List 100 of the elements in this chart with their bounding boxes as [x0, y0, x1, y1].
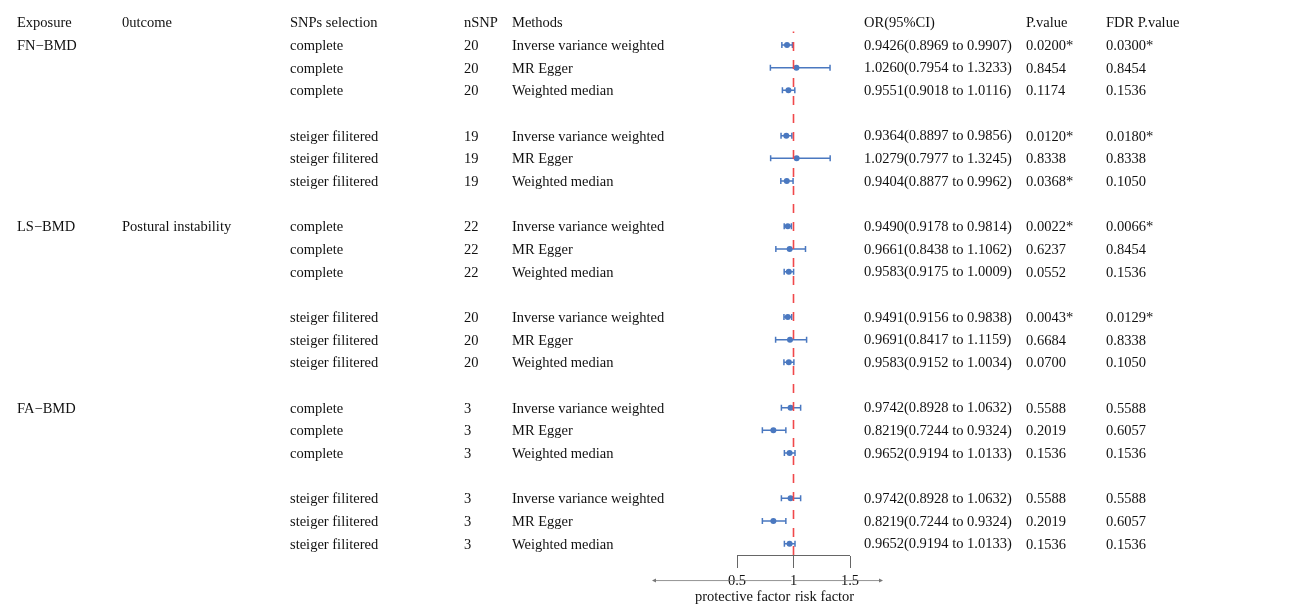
text: complete: [290, 445, 344, 461]
text: 0.5588: [1106, 490, 1146, 506]
point: [793, 64, 800, 71]
point: [770, 427, 777, 434]
point: [787, 495, 794, 502]
data-label: 0.9661(0.8438 to 1.1062): [864, 241, 1012, 258]
point: [785, 87, 792, 94]
text: 20: [464, 332, 479, 348]
point: [770, 518, 777, 524]
text: 0.8338: [1026, 150, 1066, 166]
text: steiger filitered: [290, 536, 379, 552]
text: Weighted median: [512, 264, 614, 280]
text: complete: [290, 82, 344, 98]
text: complete: [290, 400, 344, 416]
text: Methods: [512, 14, 564, 30]
x-tick-label: 1.5: [840, 572, 860, 589]
text: 0.1536: [1106, 536, 1146, 552]
text: Exposure: [17, 14, 72, 30]
text: Weighted median: [512, 173, 614, 189]
text: 19: [464, 150, 479, 166]
text: 0.5588: [1026, 490, 1066, 506]
text: 0.6057: [1106, 422, 1146, 438]
text: steiger filitered: [290, 128, 379, 144]
text: Weighted median: [512, 354, 614, 370]
data-label: 0.9404(0.8877 to 0.9962): [864, 173, 1012, 190]
text: 0.0043*: [1026, 309, 1074, 325]
text: MR Egger: [512, 422, 573, 438]
text: 0.1536: [1026, 445, 1066, 461]
text: Postural instability: [122, 218, 232, 234]
data-label: 0.8219(0.7244 to 0.9324): [864, 513, 1012, 530]
text: 0.8338: [1106, 150, 1146, 166]
text: 0.0552: [1026, 264, 1066, 280]
x-tick-label: 0.5: [727, 572, 747, 589]
text: 20: [464, 309, 479, 325]
text: risk factor: [795, 588, 855, 604]
data-label: 0.9652(0.9194 to 1.0133): [864, 535, 1012, 552]
text: Inverse variance weighted: [512, 218, 665, 234]
text: steiger filitered: [290, 309, 379, 325]
text: 20: [464, 37, 479, 53]
text: 0.1536: [1106, 264, 1146, 280]
text: 22: [464, 218, 479, 234]
text: Weighted median: [512, 82, 614, 98]
text: P.value: [1026, 14, 1068, 30]
text: Inverse variance weighted: [512, 309, 665, 325]
text: 3: [464, 513, 472, 529]
text: steiger filitered: [290, 490, 379, 506]
text: steiger filitered: [290, 150, 379, 166]
text: 0utcome: [122, 14, 172, 30]
text: steiger filitered: [290, 173, 379, 189]
text: 0.8454: [1106, 60, 1146, 76]
data-label: 0.9652(0.9194 to 1.0133): [864, 445, 1012, 462]
data-label: 0.9551(0.9018 to 1.0116): [864, 82, 1012, 99]
text: 0.0368*: [1026, 173, 1074, 189]
text: 3: [464, 422, 472, 438]
text: Weighted median: [512, 445, 614, 461]
text: 0.0129*: [1106, 309, 1154, 325]
text: 0.5588: [1106, 400, 1146, 416]
text: 0.1536: [1106, 82, 1146, 98]
text: 20: [464, 60, 479, 76]
text: 0.1050: [1106, 354, 1146, 370]
text: SNPs selection: [290, 14, 379, 30]
data-label: 0.9742(0.8928 to 1.0632): [864, 399, 1012, 416]
point: [786, 246, 793, 252]
text: Inverse variance weighted: [512, 490, 665, 506]
data-label: 1.0260(0.7954 to 1.3233): [864, 59, 1012, 76]
text: 20: [464, 354, 479, 370]
data-label: 0.9491(0.9156 to 0.9838): [864, 309, 1012, 326]
point: [787, 336, 794, 343]
data-label: 0.9583(0.9175 to 1.0009): [864, 263, 1012, 280]
text: 0.0022*: [1026, 218, 1074, 234]
text: MR Egger: [512, 60, 573, 76]
text: Inverse variance weighted: [512, 37, 665, 53]
text: complete: [290, 60, 344, 76]
text: nSNP: [464, 14, 498, 30]
text: 19: [464, 173, 479, 189]
text: MR Egger: [512, 332, 573, 348]
text: 3: [464, 490, 472, 506]
text: 0.8454: [1106, 241, 1146, 257]
text: LS−BMD: [17, 218, 76, 234]
text: 0.0300*: [1106, 37, 1154, 53]
text: 0.6684: [1026, 332, 1066, 348]
text: MR Egger: [512, 513, 573, 529]
text: 0.0200*: [1026, 37, 1074, 53]
text: 0.8454: [1026, 60, 1066, 76]
point: [787, 404, 794, 411]
text: 22: [464, 241, 479, 257]
text: Weighted median: [512, 536, 614, 552]
text: complete: [290, 264, 344, 280]
text: 0.8338: [1106, 332, 1146, 348]
text: FA−BMD: [17, 400, 76, 416]
text: 0.2019: [1026, 422, 1066, 438]
text: 0.0180*: [1106, 128, 1154, 144]
text: 0.1536: [1106, 445, 1146, 461]
text: 0.1536: [1026, 536, 1066, 552]
text: FN−BMD: [17, 37, 77, 53]
data-label: 1.0279(0.7977 to 1.3245): [864, 150, 1012, 167]
data-label: 0.9426(0.8969 to 0.9907): [864, 37, 1012, 54]
x-tick-label: 1: [789, 572, 798, 589]
text: 20: [464, 82, 479, 98]
data-label: 0.9691(0.8417 to 1.1159): [864, 331, 1012, 348]
